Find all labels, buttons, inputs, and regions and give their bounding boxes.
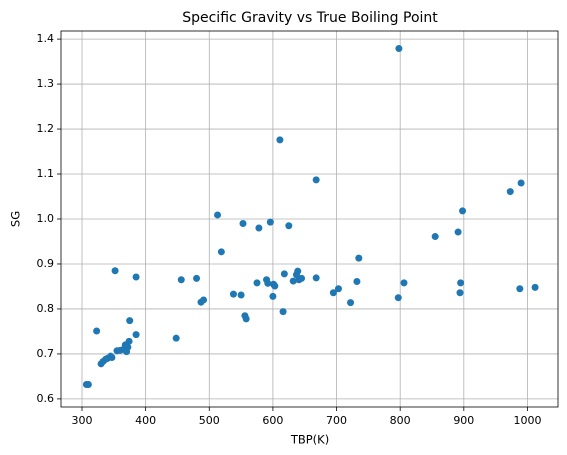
point: [200, 296, 208, 304]
y-tick-label: 0.8: [37, 302, 55, 315]
point: [457, 279, 465, 287]
x-tick-label: 400: [135, 414, 156, 427]
point: [93, 327, 101, 335]
point: [347, 299, 355, 307]
point: [294, 267, 302, 275]
point: [280, 270, 288, 278]
point: [285, 222, 293, 230]
point: [329, 289, 337, 297]
y-tick-label: 0.9: [37, 257, 55, 270]
y-tick-label: 1.3: [37, 77, 55, 90]
point: [132, 273, 140, 281]
point: [255, 224, 263, 232]
point: [193, 274, 201, 282]
point: [132, 331, 140, 339]
point: [454, 228, 462, 236]
plot-frame: [60, 30, 559, 408]
y-tick-label: 0.7: [37, 347, 55, 360]
point: [394, 294, 402, 302]
point: [271, 282, 279, 290]
point: [239, 219, 247, 227]
point: [400, 279, 408, 287]
point: [269, 292, 277, 300]
point: [312, 274, 320, 282]
x-tick-label: 800: [390, 414, 411, 427]
x-axis-label: TBP(K): [290, 433, 329, 447]
point: [124, 343, 132, 351]
x-tick-label: 600: [262, 414, 283, 427]
point: [229, 290, 237, 298]
y-tick-label: 1.4: [37, 32, 55, 45]
point: [108, 354, 116, 362]
point: [237, 291, 245, 299]
y-axis-label: SG: [9, 211, 23, 227]
point: [242, 315, 250, 323]
y-tick-label: 1.0: [37, 212, 55, 225]
point: [111, 267, 119, 275]
point: [276, 136, 284, 144]
point: [214, 211, 222, 219]
point: [517, 179, 525, 187]
point: [253, 279, 261, 287]
y-tick-label: 1.1: [37, 167, 55, 180]
point: [289, 277, 297, 285]
point: [531, 283, 539, 291]
point: [217, 248, 225, 256]
point: [266, 218, 274, 226]
point: [172, 334, 180, 342]
point: [459, 207, 467, 215]
x-tick-label: 1000: [513, 414, 541, 427]
point: [334, 285, 342, 293]
point: [84, 381, 92, 389]
point: [264, 279, 272, 287]
y-tick-label: 0.6: [37, 392, 55, 405]
point: [298, 274, 306, 282]
point: [312, 176, 320, 184]
point: [125, 337, 133, 345]
point: [516, 285, 524, 293]
point: [506, 188, 514, 196]
point: [431, 233, 439, 241]
point: [279, 308, 287, 316]
x-tick-label: 500: [199, 414, 220, 427]
x-tick-label: 700: [326, 414, 347, 427]
y-tick-label: 1.2: [37, 122, 55, 135]
point: [395, 45, 403, 53]
point: [353, 278, 361, 286]
point: [126, 317, 134, 325]
x-tick-label: 300: [72, 414, 93, 427]
point: [456, 289, 464, 297]
x-tick-label: 900: [453, 414, 474, 427]
point: [355, 254, 363, 262]
chart-title: Specific Gravity vs True Boiling Point: [182, 10, 438, 26]
point: [177, 276, 185, 284]
